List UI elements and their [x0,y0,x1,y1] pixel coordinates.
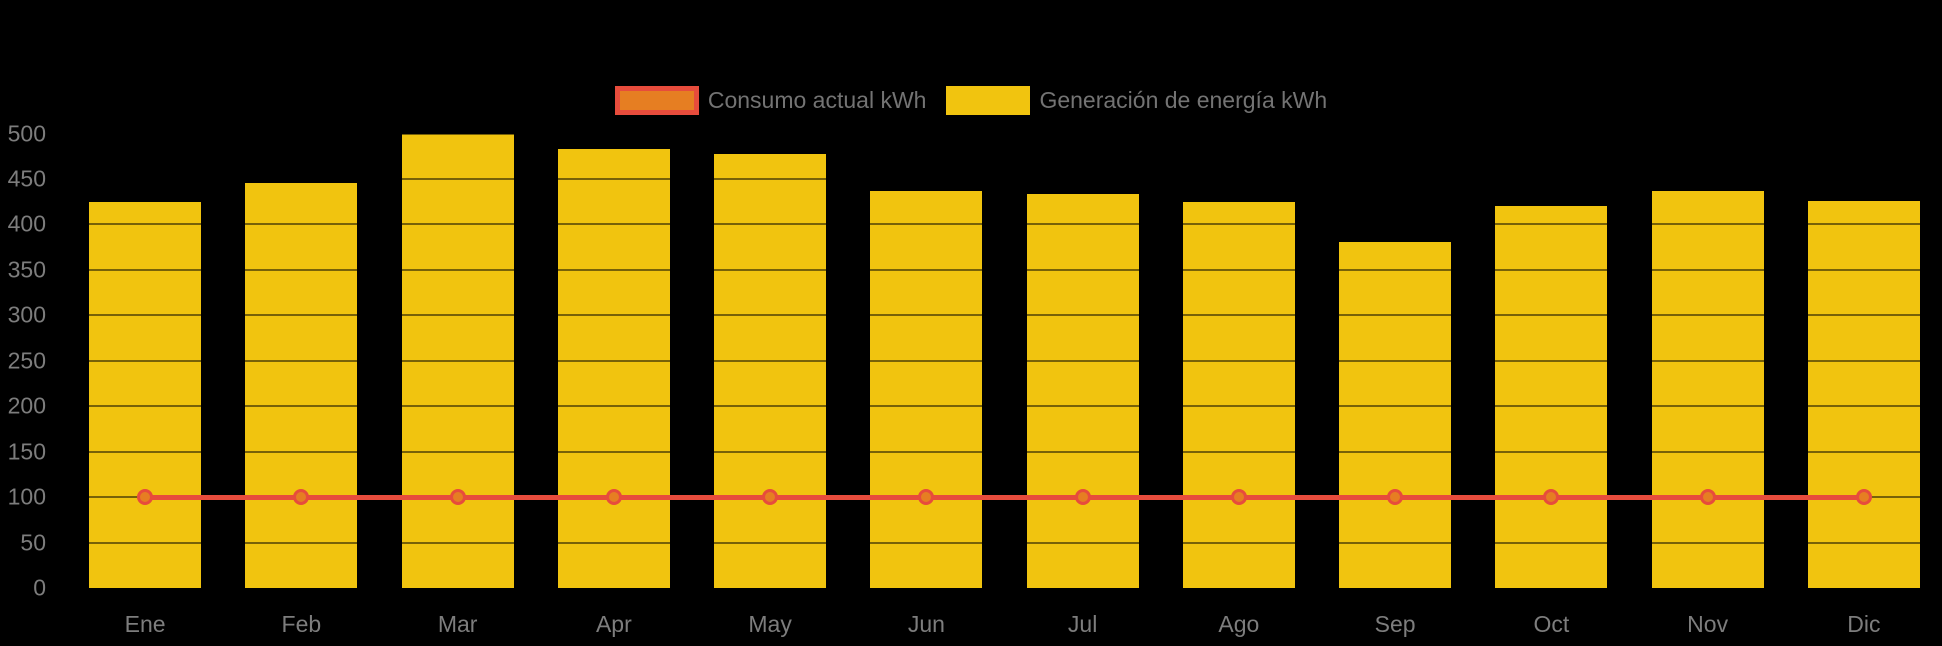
y-tick-label: 150 [7,438,46,465]
x-tick-label: Oct [1533,611,1570,637]
bar-ene[interactable] [89,201,202,588]
y-tick-label: 450 [7,165,46,192]
chart-legend: Consumo actual kWh Generación de energía… [0,85,1942,115]
generacion-legend-label: Generación de energía kWh [1039,86,1328,113]
bar-jul[interactable] [1026,194,1139,588]
bar-mar[interactable] [401,133,514,588]
x-tick-label: Dic [1847,611,1881,637]
consumo-legend-label: Consumo actual kWh [707,86,927,113]
bar-nov[interactable] [1651,190,1764,588]
x-tick-label: Nov [1687,611,1729,637]
bar-dic[interactable] [1807,200,1920,588]
legend-item-consumo[interactable]: Consumo actual kWh [614,85,927,115]
bar-oct[interactable] [1495,206,1608,588]
bar-feb[interactable] [245,182,358,588]
consumo-line [145,494,1864,500]
bar-ago[interactable] [1182,201,1295,588]
generacion-legend-swatch [946,85,1031,115]
y-tick-label: 250 [7,347,46,374]
y-tick-label: 100 [7,483,46,510]
y-tick-label: 400 [7,210,46,237]
line-point-apr[interactable] [605,489,622,506]
x-tick-label: Jul [1067,611,1098,637]
bar-may[interactable] [714,154,827,588]
y-tick-label: 0 [33,574,46,601]
line-point-dic[interactable] [1855,489,1872,506]
y-tick-label: 350 [7,256,46,283]
gridline [67,177,1942,180]
line-point-nov[interactable] [1699,489,1716,506]
line-point-jul[interactable] [1074,489,1091,506]
x-tick-label: May [748,611,792,637]
x-tick-label: Apr [595,611,632,637]
gridline [67,132,1942,135]
line-point-mar[interactable] [449,489,466,506]
y-tick-label: 200 [7,392,46,419]
x-tick-label: Ene [124,611,166,637]
y-tick-label: 50 [20,529,46,556]
bar-apr[interactable] [557,148,670,588]
consumo-legend-swatch [614,85,699,115]
x-tick-label: Jun [907,611,945,637]
x-tick-label: Feb [281,611,322,637]
x-tick-label: Ago [1218,611,1260,637]
legend-item-generacion[interactable]: Generación de energía kWh [946,85,1328,115]
x-tick-label: Sep [1374,611,1416,637]
x-tick-label: Mar [437,611,478,637]
bar-sep[interactable] [1339,241,1452,588]
y-tick-label: 300 [7,301,46,328]
line-point-ago[interactable] [1230,489,1247,506]
bar-jun[interactable] [870,190,983,588]
y-tick-label: 500 [7,120,46,146]
